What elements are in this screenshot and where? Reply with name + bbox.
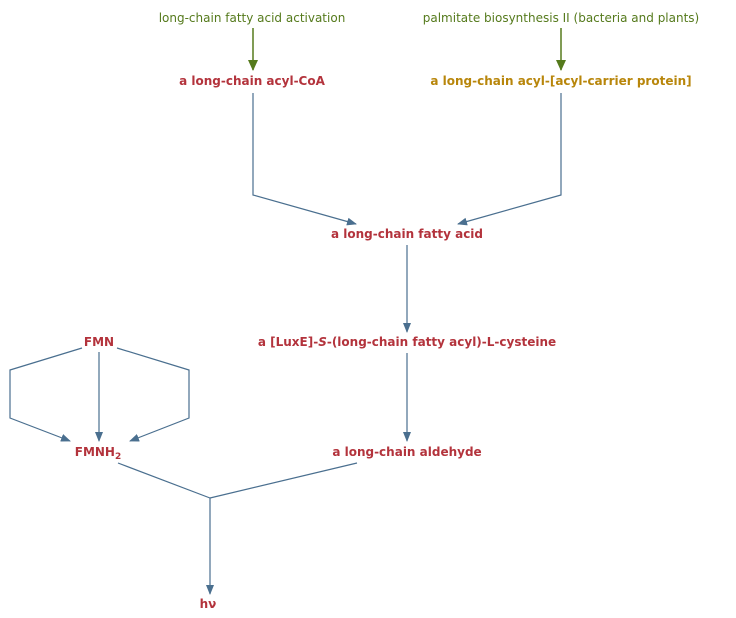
compound-fmn[interactable]: FMN (84, 335, 114, 349)
edge-aldehyde-to-junction (209, 462, 358, 499)
compound-fmnh2[interactable]: FMNH2 (75, 445, 122, 462)
edge-acyl-coa-to-fatty-acid (252, 93, 357, 226)
compound-light[interactable]: hν (200, 597, 217, 611)
edge-acyl-acp-to-fatty-acid (457, 93, 562, 226)
compound-long-chain-acyl-acp[interactable]: a long-chain acyl-[acyl-carrier protein] (430, 74, 691, 88)
pathway-link-palmitate-biosynthesis[interactable]: palmitate biosynthesis II (bacteria and … (423, 11, 700, 25)
edge-fmn-to-fmnh2-left (9, 347, 83, 442)
compound-long-chain-fatty-acid[interactable]: a long-chain fatty acid (331, 227, 483, 241)
compound-long-chain-aldehyde[interactable]: a long-chain aldehyde (332, 445, 481, 459)
edge-fmn-to-fmnh2-right (116, 347, 190, 442)
compound-luxe-fatty-acyl-cysteine[interactable]: a [LuxE]-S-(long-chain fatty acyl)-L-cys… (258, 335, 556, 349)
pathway-link-fatty-acid-activation[interactable]: long-chain fatty acid activation (159, 11, 346, 25)
edge-fmnh2-to-junction (117, 462, 211, 499)
compound-long-chain-acyl-coa[interactable]: a long-chain acyl-CoA (179, 74, 326, 88)
